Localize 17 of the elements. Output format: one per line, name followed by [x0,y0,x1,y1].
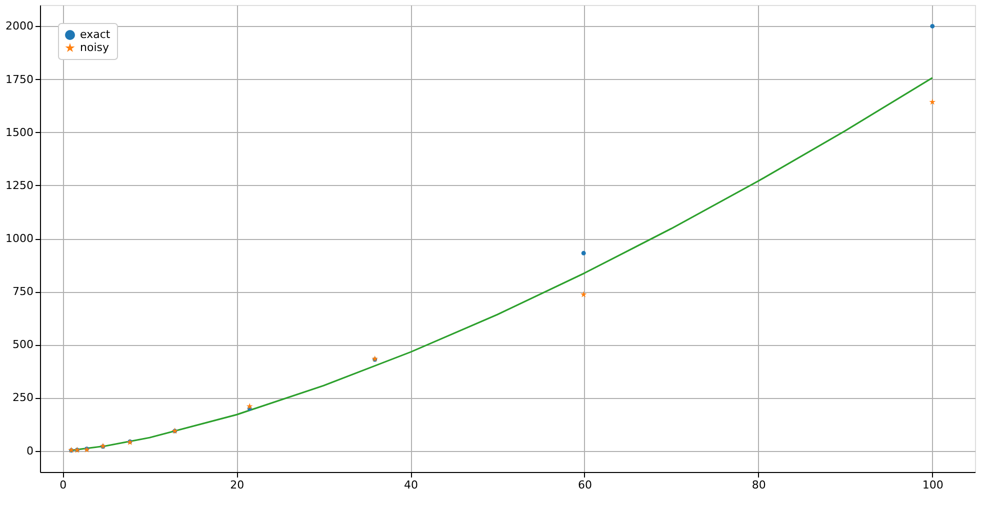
x-tick-label: 80 [752,478,766,492]
y-tick-label: 750 [12,285,34,298]
y-tick-label: 2000 [6,20,34,33]
y-tick-label: 1250 [6,178,34,192]
y-tick-label: 500 [12,338,34,352]
y-tick-label: 1750 [6,72,34,86]
y-tick-label: 0 [26,444,34,458]
y-tick-label: 1500 [6,126,34,139]
y-tick-label: 1000 [6,232,34,245]
x-tick-label: 0 [60,478,67,492]
y-tick-label: 250 [12,391,34,404]
legend-label: noisy [80,41,110,54]
legend-label: exact [80,28,111,41]
x-tick-label: 100 [922,478,944,492]
x-tick-label: 40 [404,478,418,492]
x-tick-label: 60 [578,478,592,492]
x-tick-label: 20 [230,478,244,492]
